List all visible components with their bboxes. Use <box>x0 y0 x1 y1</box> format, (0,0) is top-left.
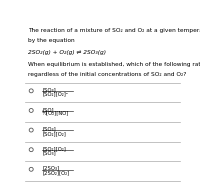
Text: The reaction of a mixture of SO₂ and O₂ at a given temperature is represented: The reaction of a mixture of SO₂ and O₂ … <box>28 28 200 33</box>
Text: by the equation: by the equation <box>28 38 75 43</box>
Text: [SO₂][O₂]: [SO₂][O₂] <box>42 131 66 136</box>
Text: [SO₃]: [SO₃] <box>42 126 56 132</box>
Text: [2SO₃]: [2SO₃] <box>42 166 59 171</box>
Text: [SO₃]: [SO₃] <box>42 151 56 156</box>
Text: [SO₃]: [SO₃] <box>42 87 56 92</box>
Text: When equilibrium is established, which of the following ratios is constant: When equilibrium is established, which o… <box>28 62 200 67</box>
Text: ½[O₂][NO]: ½[O₂][NO] <box>42 111 69 116</box>
Text: [SO]: [SO] <box>42 107 54 112</box>
Text: regardless of the initial concentrations of SO₂ and O₂?: regardless of the initial concentrations… <box>28 72 186 76</box>
Text: 2SO₂(g) + O₂(g) ⇌ 2SO₃(g): 2SO₂(g) + O₂(g) ⇌ 2SO₃(g) <box>28 50 106 55</box>
Text: [SO₂][O₂]²: [SO₂][O₂]² <box>42 92 68 97</box>
Text: [2SO₂][O₂]: [2SO₂][O₂] <box>42 170 69 175</box>
Text: [SO₂][O₂]: [SO₂][O₂] <box>42 146 66 151</box>
